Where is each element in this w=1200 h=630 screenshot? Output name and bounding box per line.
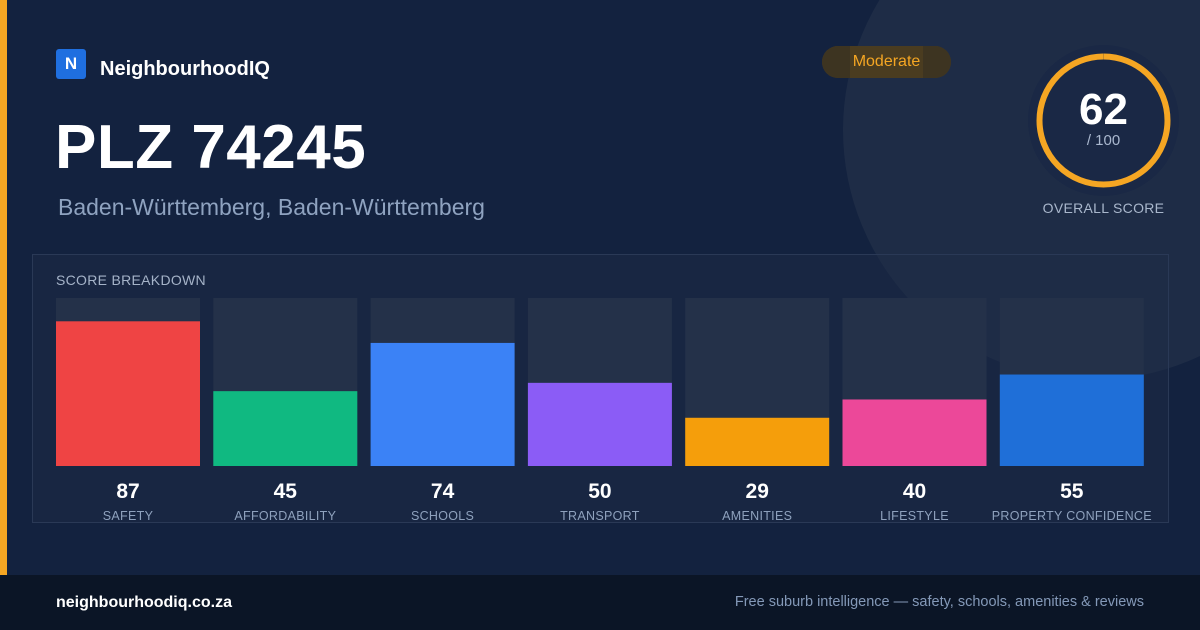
bar-label-affordability: AFFORDABILITY	[234, 509, 336, 523]
bar-value-affordability: 45	[274, 480, 298, 503]
footer: neighbourhoodiq.co.za Free suburb intell…	[0, 575, 1200, 630]
overall-score-max: / 100	[1086, 132, 1121, 149]
bar-amenities	[685, 417, 830, 466]
bar-value-schools: 74	[431, 480, 455, 503]
bar-label-safety: SAFETY	[103, 509, 154, 523]
location-subtitle: Baden-Württemberg, Baden-Württemberg	[58, 194, 485, 220]
bar-label-lifestyle: LIFESTYLE	[880, 509, 949, 523]
bar-value-amenities: 29	[746, 480, 769, 503]
badge-cap-right	[923, 46, 951, 78]
footer-site-link[interactable]: neighbourhoodiq.co.za	[56, 594, 232, 611]
bar-affordability	[213, 391, 358, 466]
rating-badge-label: Moderate	[852, 53, 921, 70]
bar-schools	[370, 342, 515, 466]
brand[interactable]: N NeighbourhoodIQ	[56, 46, 270, 81]
accent-bar	[0, 0, 7, 575]
overall-score-label: OVERALL SCORE	[1042, 200, 1165, 216]
badge-cap-left	[822, 46, 850, 78]
bar-lifestyle	[842, 399, 987, 466]
page-title: PLZ 74245	[55, 113, 367, 182]
bar-value-safety: 87	[116, 480, 139, 503]
overall-score-gauge	[1028, 45, 1179, 196]
bar-label-property-confidence: PROPERTY CONFIDENCE	[992, 509, 1152, 523]
bar-value-lifestyle: 40	[903, 480, 926, 503]
bar-label-schools: SCHOOLS	[411, 509, 474, 523]
bar-value-transport: 50	[588, 480, 611, 503]
bar-label-amenities: AMENITIES	[722, 509, 792, 523]
footer-tagline: Free suburb intelligence — safety, schoo…	[734, 594, 1144, 610]
rating-badge: Moderate	[822, 46, 951, 78]
bar-transport	[527, 382, 672, 466]
gauge-ring	[1036, 53, 1171, 188]
score-breakdown-title: SCORE BREAKDOWN	[56, 272, 206, 288]
brand-logo-icon: N	[56, 48, 86, 79]
gauge-backdrop	[1028, 45, 1179, 196]
bar-value-property-confidence: 55	[1060, 480, 1084, 503]
brand-name: NeighbourhoodIQ	[100, 58, 270, 80]
bar-label-transport: TRANSPORT	[560, 509, 640, 523]
bar-property-confidence	[999, 374, 1144, 466]
bar-safety	[56, 321, 200, 466]
overall-score-value: 62	[1079, 85, 1128, 134]
